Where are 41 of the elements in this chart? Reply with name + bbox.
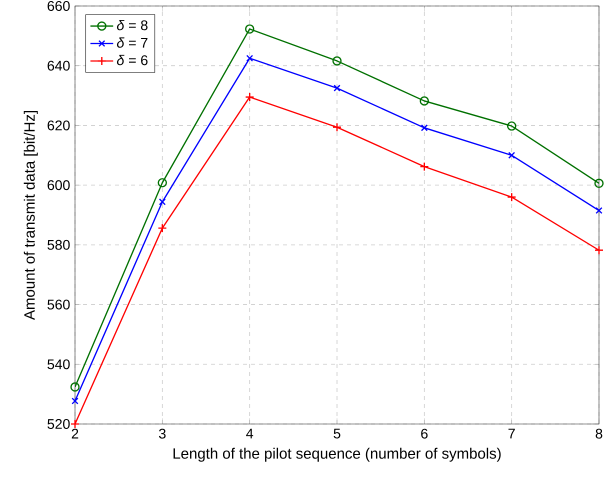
point — [420, 96, 430, 106]
y-tick-label: 640 — [48, 60, 70, 71]
point — [245, 24, 254, 34]
y-tick-label: 520 — [48, 419, 70, 429]
point — [596, 207, 602, 214]
point — [594, 178, 604, 188]
x-tick-label: 8 — [596, 428, 602, 439]
legend-label: δ = 7 — [116, 37, 148, 48]
point — [70, 419, 80, 429]
y-axis-title: Amount of transmit data [bit/Hz] — [24, 111, 38, 320]
y-tick-label: 560 — [48, 300, 70, 310]
point — [507, 121, 516, 131]
x-tick-label: 7 — [508, 428, 515, 438]
legend-label: δ = 8 — [116, 20, 148, 30]
y-tick-label: 620 — [48, 120, 70, 130]
x-tick-label: 4 — [246, 428, 254, 438]
point — [420, 162, 430, 172]
point — [245, 92, 254, 102]
point — [72, 397, 78, 404]
y-tick-label: 600 — [48, 180, 70, 190]
point — [508, 152, 516, 159]
x-tick-label: 6 — [421, 428, 428, 439]
point — [158, 198, 166, 206]
x-axis-title: Length of the pilot sequence (number of symbols) — [174, 448, 501, 462]
point — [332, 122, 342, 132]
point — [334, 84, 340, 92]
y-tick-label: 580 — [48, 240, 70, 250]
point — [594, 246, 604, 255]
point — [158, 223, 168, 233]
point — [246, 54, 254, 62]
point — [158, 178, 168, 188]
y-tick-label: 660 — [48, 1, 70, 11]
point — [420, 124, 428, 132]
x-tick-label: 5 — [334, 428, 340, 438]
x-tick-label: 2 — [72, 428, 78, 438]
legend-label: δ = 6 — [116, 54, 148, 66]
point — [507, 192, 516, 202]
x-tick-label: 3 — [158, 428, 166, 439]
point — [332, 56, 342, 66]
y-tick-label: 540 — [48, 359, 70, 370]
point — [70, 382, 80, 392]
